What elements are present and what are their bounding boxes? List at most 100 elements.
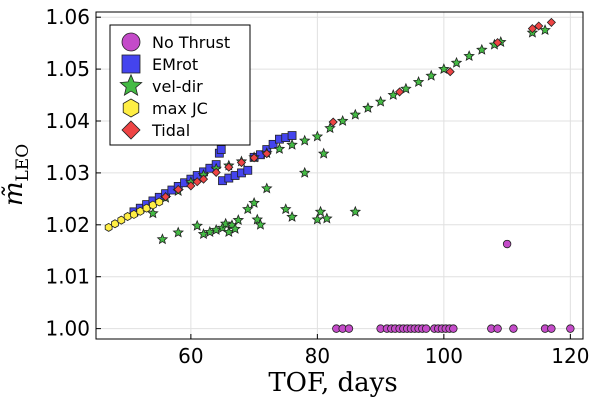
data-point	[546, 17, 556, 27]
data-point	[311, 130, 324, 142]
data-point	[287, 131, 297, 140]
data-point	[149, 200, 157, 210]
legend-label: No Thrust	[152, 33, 230, 52]
data-point	[211, 167, 221, 177]
data-point	[243, 165, 253, 175]
data-point	[219, 217, 232, 229]
data-point	[349, 205, 362, 217]
data-point	[186, 181, 196, 191]
data-point	[344, 324, 354, 333]
data-point	[242, 203, 254, 215]
data-point	[493, 324, 502, 333]
legend-marker	[119, 73, 143, 96]
data-point	[298, 166, 311, 178]
data-point	[395, 87, 405, 97]
legend-label: vel-dir	[152, 77, 203, 96]
data-point	[502, 239, 512, 249]
data-point	[400, 82, 412, 94]
y-tick-label: 1.05	[45, 57, 90, 81]
legend-marker	[121, 120, 141, 140]
legend-label: EMrot	[152, 55, 198, 74]
y-tick-label: 1.00	[45, 317, 90, 341]
data-point	[362, 101, 374, 113]
y-tick-label: 1.06	[45, 5, 90, 29]
data-point	[147, 207, 159, 219]
data-point	[262, 149, 272, 159]
plot-frame	[95, 11, 584, 340]
data-point	[279, 203, 292, 215]
data-point	[261, 182, 273, 194]
data-point	[136, 206, 145, 216]
series-tidal	[161, 17, 556, 202]
data-point	[249, 153, 259, 163]
data-points	[104, 17, 575, 333]
data-point	[142, 203, 151, 213]
series-max-jc	[104, 197, 164, 232]
data-point	[476, 43, 488, 55]
data-point	[191, 219, 203, 231]
data-point	[425, 69, 437, 81]
data-point	[172, 226, 184, 238]
data-point	[224, 162, 234, 172]
data-point	[298, 134, 311, 146]
legend: No Thrust EMrot vel-dir max JC Tidal	[109, 24, 251, 146]
series-no-thrust	[332, 239, 575, 333]
y-tick-label: 1.01	[45, 265, 90, 289]
data-point	[317, 147, 330, 159]
y-axis-label: m̃LEO	[0, 144, 33, 206]
data-point	[421, 324, 431, 333]
series-emrot	[129, 131, 297, 217]
data-point	[509, 324, 518, 333]
data-point	[123, 212, 132, 221]
data-point	[286, 210, 298, 222]
x-tick-label: 60	[178, 344, 203, 368]
y-tick-label: 1.03	[45, 161, 90, 185]
data-point	[450, 56, 463, 68]
data-point	[314, 205, 327, 217]
data-point	[463, 50, 475, 62]
axis-ticks: 60 80 100 120 1.00 1.01 1.02 1.03 1.04 1.05 1.06	[45, 5, 589, 368]
data-point	[198, 174, 209, 184]
data-point	[374, 95, 387, 107]
y-tick-label: 1.02	[45, 213, 90, 237]
data-point	[324, 122, 336, 134]
data-point	[161, 192, 171, 202]
data-point	[130, 209, 138, 219]
y-axis-label-subscript: LEO	[13, 144, 33, 182]
data-point	[321, 212, 333, 224]
data-point	[156, 233, 169, 245]
x-tick-label: 120	[551, 344, 589, 368]
data-point	[104, 222, 113, 232]
data-point	[328, 117, 338, 127]
data-point	[445, 67, 455, 77]
legend-marker	[121, 32, 141, 52]
legend-label: Tidal	[151, 121, 190, 140]
data-point	[173, 184, 183, 195]
x-tick-label: 100	[425, 344, 463, 368]
data-point	[336, 114, 349, 126]
x-tick-label: 80	[305, 344, 330, 368]
data-point	[273, 142, 286, 154]
data-point	[547, 324, 556, 333]
data-point	[412, 76, 425, 87]
data-point	[229, 222, 241, 234]
data-point	[236, 157, 247, 168]
data-point	[216, 145, 226, 154]
data-point	[493, 38, 503, 48]
data-point	[232, 214, 245, 226]
data-point	[438, 63, 450, 74]
data-point	[349, 108, 362, 120]
data-point	[268, 139, 278, 149]
data-point	[449, 324, 458, 333]
data-point	[539, 24, 551, 36]
y-axis-label-main: m̃	[0, 181, 29, 206]
legend-marker	[122, 98, 140, 118]
data-point	[117, 215, 126, 225]
data-point	[566, 324, 575, 333]
legend-label: max JC	[152, 99, 208, 118]
data-point	[248, 196, 260, 208]
data-point	[155, 197, 164, 207]
data-point	[286, 138, 298, 150]
data-point	[254, 218, 267, 230]
